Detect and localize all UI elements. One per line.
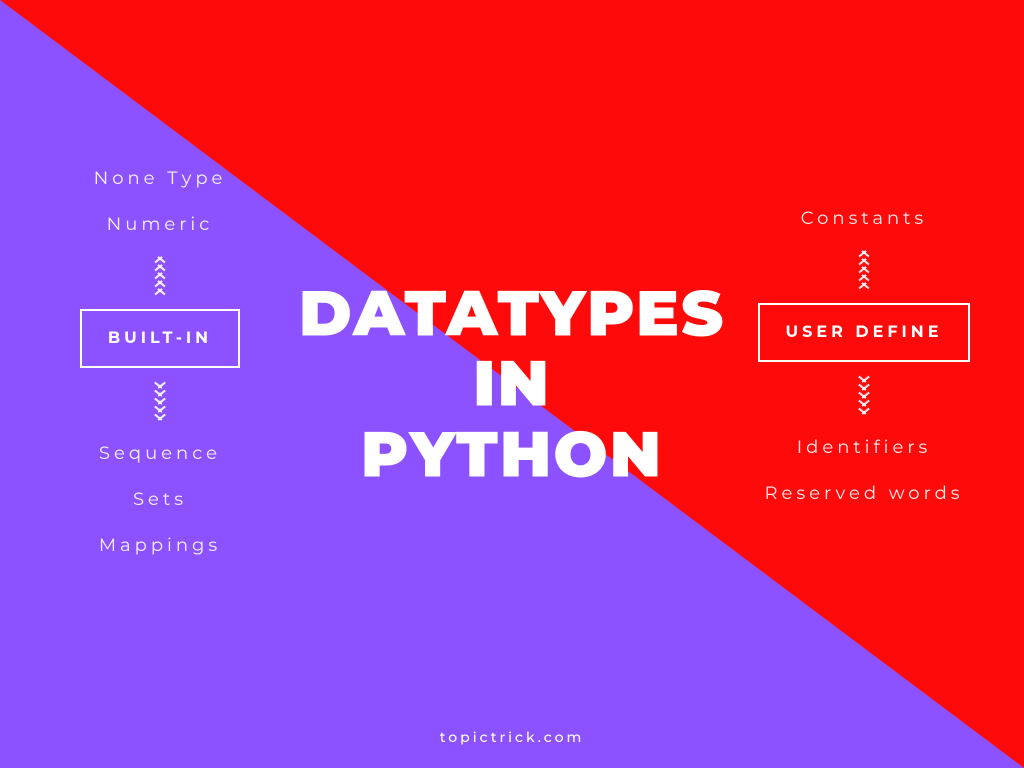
right-item: Identifiers [797, 436, 932, 458]
arrow-up-icon [857, 247, 871, 287]
left-item: Sequence [99, 442, 221, 464]
builtin-box: BUILT-IN [80, 309, 240, 368]
title-line2: IN [299, 349, 725, 419]
right-item: Reserved words [764, 482, 963, 504]
userdefine-box: USER DEFINE [758, 303, 971, 362]
right-item: Constants [801, 207, 927, 229]
footer-credit: topictrick.com [440, 728, 585, 746]
main-title: DATATYPES IN PYTHON [299, 278, 725, 489]
left-item: Numeric [107, 213, 214, 235]
arrow-down-icon [153, 384, 167, 424]
title-line3: PYTHON [299, 419, 725, 489]
arrow-down-icon [857, 378, 871, 418]
right-column-userdefine: Constants USER DEFINE Identifiers Reserv… [754, 195, 974, 516]
arrow-up-icon [153, 253, 167, 293]
left-column-builtin: None Type Numeric BUILT-IN Sequence Sets… [50, 155, 270, 568]
left-item: Sets [133, 488, 187, 510]
left-item: Mappings [99, 534, 221, 556]
title-line1: DATATYPES [299, 278, 725, 348]
left-item: None Type [94, 167, 227, 189]
infographic-canvas: None Type Numeric BUILT-IN Sequence Sets… [0, 0, 1024, 768]
